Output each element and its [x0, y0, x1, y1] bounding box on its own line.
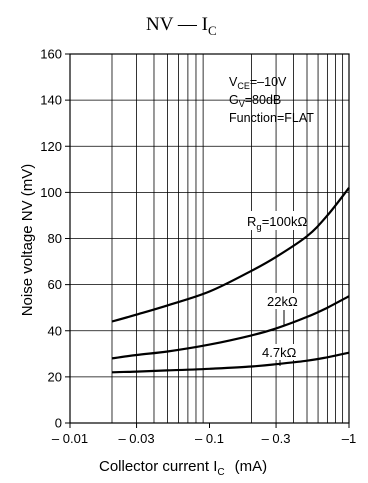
y-tick-label: 140 [40, 93, 62, 108]
series-line-1 [111, 295, 350, 360]
series-line-0 [111, 187, 350, 323]
y-tick-label: 60 [48, 277, 62, 292]
y-tick-label: 100 [40, 185, 62, 200]
x-tick-label: –1 [342, 431, 356, 446]
series-label-100k-sub: g [256, 222, 261, 233]
y-tick-label: 40 [48, 323, 62, 338]
y-axis-ticks: 0 20 40 60 80 100 120 140 160 [40, 47, 70, 431]
x-tick-label: – 0.01 [52, 431, 88, 446]
condition-vce-rest: =–10V [250, 75, 287, 89]
x-tick-label: – 0.1 [195, 431, 224, 446]
condition-vce-main: V [229, 75, 238, 89]
series-line-2 [111, 351, 350, 374]
x-tick-label: – 0.03 [118, 431, 154, 446]
y-tick-label: 120 [40, 139, 62, 154]
condition-vce-sub: CE [237, 81, 250, 91]
chart-title-sub: C [208, 23, 217, 38]
condition-gv-rest: =80dB [245, 93, 282, 107]
series-label-22k: 22kΩ [267, 294, 298, 309]
y-tick-label: 20 [48, 369, 62, 384]
x-tick-label: – 0.3 [262, 431, 291, 446]
y-tick-label: 80 [48, 231, 62, 246]
condition-vce: VCE=–10V [229, 75, 287, 91]
chart-title: NV — IC [146, 14, 217, 38]
series-label-bg-100k [246, 211, 304, 230]
condition-function: Function=FLAT [229, 111, 314, 125]
x-axis-label-main: Collector current I [99, 458, 217, 475]
test-conditions: VCE=–10V GV=80dB Function=FLAT [229, 75, 314, 125]
condition-gv-main: G [229, 93, 239, 107]
series-label-bg-4-7k [261, 344, 303, 360]
series-label-100k-rest: =100kΩ [262, 214, 308, 229]
series-lines [111, 187, 350, 374]
series-label-4-7k: 4.7kΩ [262, 345, 297, 360]
series-label-100k-main: R [247, 214, 256, 229]
x-axis-label-sub: C [217, 467, 224, 478]
x-axis-ticks: – 0.01 – 0.03 – 0.1 – 0.3 –1 [52, 423, 356, 446]
series-label-100k: Rg=100kΩ [247, 214, 307, 233]
y-tick-label: 160 [40, 47, 62, 62]
plot-grid [69, 53, 350, 424]
x-axis-label-unit: (mA) [235, 458, 268, 475]
series-label-bg-22k [266, 293, 304, 309]
condition-gv-sub: V [239, 99, 245, 109]
condition-gv: GV=80dB [229, 93, 281, 109]
x-axis-label: Collector current IC (mA) [99, 458, 267, 478]
y-axis-label: Noise voltage NV (mV) [19, 164, 36, 317]
y-tick-label: 0 [55, 416, 62, 431]
chart-title-main: NV — I [146, 14, 208, 35]
